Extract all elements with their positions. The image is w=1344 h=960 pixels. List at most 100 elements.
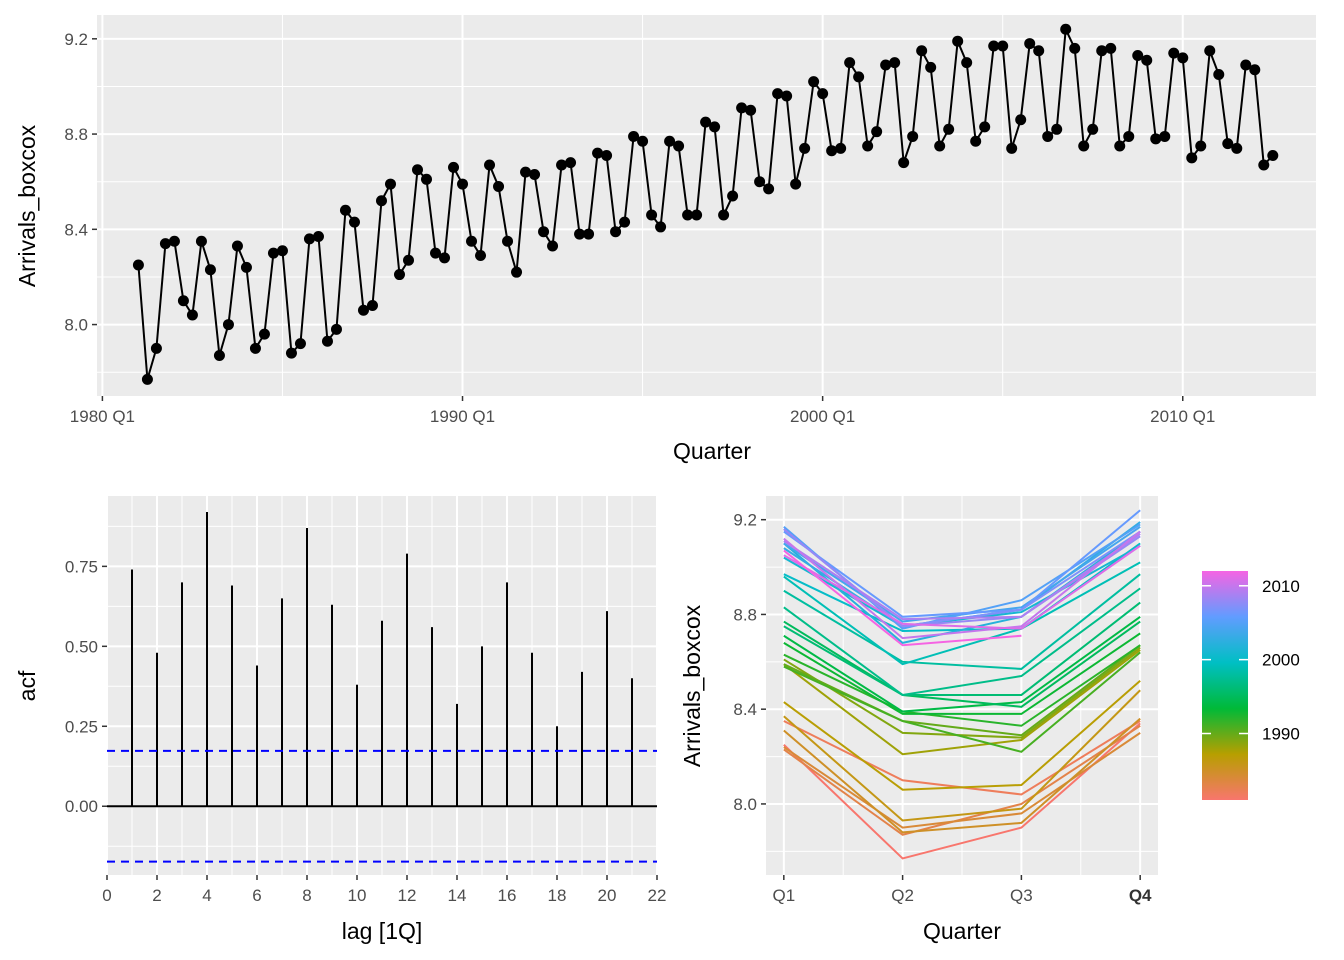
time-series-point [961,57,973,69]
season-line [783,644,1141,737]
time-series-point [1267,149,1279,161]
time-series-point [303,233,315,245]
time-series-point [1087,123,1099,135]
time-series-point [691,209,703,221]
time-series-point [718,209,730,221]
season-line [783,680,1141,791]
season-plot-x-tick-label: Q1 [772,886,795,905]
time-series-point [700,116,712,128]
time-series-point [709,121,721,133]
time-series-point [1024,38,1036,50]
season-line [783,549,1022,647]
time-series-point [682,209,694,221]
time-series-point [1204,45,1216,57]
season-plot-y-tick-label: 8.0 [733,795,757,814]
time-plot: 8.0 8.4 8.8 9.2 1980 Q1 1990 Q1 2000 Q1 2010 Q1… [14,15,1316,464]
season-plot-y-tick-label: 8.8 [733,605,757,624]
acf-plot-y-tick-label: 0.75 [65,557,98,576]
time-series-point [1051,123,1063,135]
time-series-point [1159,130,1171,142]
time-series-point [1114,140,1126,152]
time-series-point [484,159,496,171]
time-series-point [393,269,405,281]
time-series-point [1042,130,1054,142]
time-plot-y-tick-label: 9.2 [64,30,88,49]
time-series-point [970,135,982,147]
time-series-point [583,228,595,240]
time-series-point [1078,140,1090,152]
time-series-point [240,261,252,273]
time-series-point [1006,142,1018,154]
time-series-point [664,135,676,147]
time-series-point [258,328,270,340]
time-series-point [421,173,433,185]
acf-plot-bars [107,511,657,863]
season-plot-ticks: 8.0 8.4 8.8 9.2 Q1 Q2 Q3 Q4 [733,511,1152,905]
season-line [783,732,1141,829]
time-series-point [565,157,577,169]
time-series-point [520,166,532,178]
season-plot-colorbar-legend: 1990 2000 2010 [1202,571,1300,800]
time-series-point [916,45,928,57]
time-series-point [475,250,487,262]
time-series-point [348,216,360,228]
time-series-point [844,57,856,69]
time-series-point [312,230,324,242]
time-series-point [871,126,883,138]
acf-plot-x-tick-label: 10 [348,886,367,905]
acf-plot-x-tick-label: 22 [648,886,667,905]
time-series-point [1258,159,1270,171]
time-series-point [673,140,685,152]
time-series-point [457,178,469,190]
time-series-point [231,240,243,252]
time-series-point [466,235,478,247]
time-series-point [321,335,333,347]
time-series-point [547,240,559,252]
time-series-point [736,102,748,114]
season-line [783,644,1141,727]
time-series-point [1015,114,1027,126]
time-series-point [646,209,658,221]
time-series-point [1249,64,1261,76]
time-series-point [556,159,568,171]
season-plot: 8.0 8.4 8.8 9.2 Q1 Q2 Q3 Q4 Quarter Arrivals_bo… [679,496,1300,944]
time-series-point [1177,52,1189,64]
time-series-point [898,157,910,169]
colorbar-ticks: 1990 2000 2010 [1202,577,1300,744]
time-series-point [285,347,297,359]
time-series-point [159,238,171,250]
time-series-point [790,178,802,190]
time-series-point [1240,59,1252,71]
time-series-point [853,71,865,83]
acf-plot: 0.00 0.25 0.50 0.75 0 2 4 6 8 10 12 14 16 18 20 22 lag … [14,496,666,944]
time-series-point [781,90,793,102]
time-series-point [294,338,306,350]
season-plot-x-tick-label: Q3 [1010,886,1033,905]
season-plot-grid [766,496,1158,875]
time-plot-panel-background [97,15,1316,396]
time-series-point [754,176,766,188]
acf-plot-x-tick-label: 20 [598,886,617,905]
time-plot-y-tick-label: 8.8 [64,125,88,144]
time-series-point [538,226,550,238]
season-line [783,561,1141,666]
season-line [783,533,1141,621]
time-series-point [727,190,739,202]
season-line [783,615,1141,713]
time-series-point [880,59,892,71]
acf-plot-x-tick-label: 2 [152,886,161,905]
time-plot-x-tick-label: 2000 Q1 [790,407,855,426]
season-plot-x-axis-label: Quarter [923,918,1001,944]
acf-plot-ticks: 0.00 0.25 0.50 0.75 0 2 4 6 8 10 12 14 16 18 20 22 [65,557,667,905]
time-series-point [249,342,261,354]
acf-plot-x-tick-label: 4 [202,886,211,905]
time-series-point [574,228,586,240]
acf-plot-x-tick-label: 8 [302,886,311,905]
season-plot-y-tick-label: 9.2 [733,511,757,530]
time-plot-grid [97,15,1316,396]
time-series-point [195,235,207,247]
time-series-point [907,130,919,142]
acf-plot-y-tick-label: 0.00 [65,797,98,816]
acf-plot-x-tick-label: 18 [548,886,567,905]
